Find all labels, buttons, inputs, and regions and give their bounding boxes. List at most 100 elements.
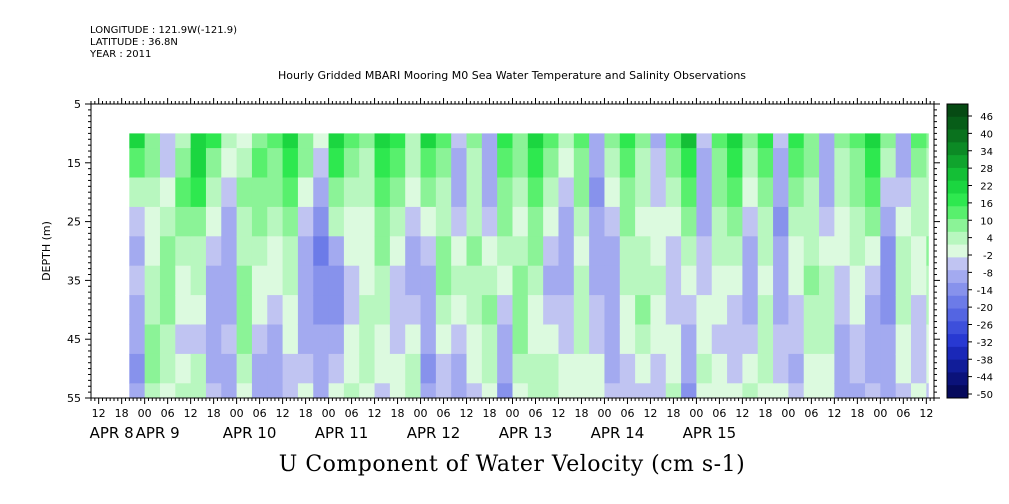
heatmap-cell: [282, 324, 299, 355]
heatmap-cell: [849, 177, 866, 208]
x-axis: 12 18 00 06 12 18 00 06 12 18 00 06 12 18 00 06 12 18 00 06…: [90, 98, 935, 442]
colorbar-swatch: [947, 372, 968, 386]
heatmap-cell: [328, 133, 345, 149]
heatmap-cell: [895, 265, 912, 296]
x-tick-label: 12: [551, 407, 565, 420]
heatmap-cell: [512, 133, 529, 149]
heatmap-cell: [374, 265, 391, 296]
heatmap-cell: [236, 148, 253, 178]
x-tick-label: 06: [528, 407, 542, 420]
heatmap-cell: [328, 324, 345, 355]
heatmap-cell: [282, 265, 299, 296]
heatmap-cell: [267, 206, 284, 237]
heatmap-cell: [834, 148, 851, 178]
heatmap-cell: [589, 324, 605, 355]
heatmap-cell: [788, 133, 805, 149]
heatmap-cell: [451, 353, 468, 384]
heatmap-cell: [757, 295, 774, 325]
y-tick-label: 55: [67, 392, 81, 405]
x-tick-label: 18: [850, 407, 864, 420]
heatmap-cell: [681, 177, 697, 208]
colorbar-label: -50: [977, 390, 993, 401]
heatmap-cell: [527, 383, 544, 399]
x-date-label: APR 12: [407, 424, 461, 442]
x-tick-label: 12: [276, 407, 290, 420]
heatmap-cell: [819, 177, 835, 208]
heatmap-cell: [359, 353, 376, 384]
heatmap-cell: [819, 236, 835, 267]
heatmap-cell: [221, 177, 238, 208]
colorbar-label: 10: [980, 216, 993, 227]
heatmap-cell: [328, 177, 345, 208]
heatmap-cell: [251, 177, 268, 208]
heatmap-cell: [175, 177, 192, 208]
heatmap-cell: [635, 148, 651, 178]
heatmap-cell: [619, 133, 636, 149]
heatmap-cell: [221, 324, 238, 355]
colorbar-swatch: [947, 257, 968, 271]
heatmap-cell: [512, 177, 529, 208]
heatmap-cell: [328, 265, 345, 296]
heatmap-cell: [175, 265, 192, 296]
heatmap-cell: [159, 295, 176, 325]
heatmap-cell: [911, 265, 927, 296]
heatmap-cell: [849, 148, 866, 178]
heatmap-cell: [665, 265, 682, 296]
heatmap-cell: [359, 265, 376, 296]
heatmap-cell: [619, 295, 636, 325]
heatmap-cell: [742, 177, 759, 208]
heatmap-cell: [343, 177, 360, 208]
heatmap-cell: [911, 177, 927, 208]
heatmap-cell: [773, 265, 789, 296]
heatmap-cell: [236, 324, 253, 355]
x-date-label: APR 13: [499, 424, 553, 442]
x-tick-label: 06: [345, 407, 359, 420]
heatmap-cell: [681, 324, 697, 355]
heatmap-cell: [328, 353, 345, 384]
heatmap-cell: [190, 324, 207, 355]
heatmap-cell: [466, 265, 483, 296]
heatmap-cell: [527, 265, 544, 296]
heatmap-cell: [297, 148, 314, 178]
heatmap-cell: [389, 236, 406, 267]
heatmap-cell: [328, 236, 345, 267]
heatmap-cell: [313, 265, 330, 296]
heatmap-cell: [589, 295, 605, 325]
heatmap-cell: [359, 148, 376, 178]
heatmap-cell: [159, 324, 176, 355]
heatmap-cell: [282, 353, 299, 384]
x-tick-label: 00: [506, 407, 520, 420]
heatmap-cell: [251, 148, 268, 178]
heatmap-cell: [328, 383, 345, 399]
heatmap-cell: [343, 236, 360, 267]
heatmap-cell: [190, 206, 207, 237]
colorbar-label: 28: [980, 164, 993, 175]
x-tick-label: 18: [207, 407, 221, 420]
heatmap-cell: [282, 383, 299, 399]
y-axis-label: DEPTH (m): [40, 221, 53, 281]
heatmap-cell: [190, 133, 207, 149]
heatmap-cell: [236, 133, 253, 149]
heatmap-cell: [466, 148, 483, 178]
heatmap-cell: [635, 265, 651, 296]
heatmap-cell: [451, 383, 468, 399]
heatmap-cell: [405, 236, 422, 267]
colorbar-label: -32: [977, 338, 993, 349]
heatmap-cell: [144, 265, 161, 296]
heatmap-cell: [512, 206, 529, 237]
heatmap-cell: [619, 206, 636, 237]
heatmap-cell: [129, 295, 146, 325]
heatmap-cell: [773, 148, 789, 178]
colorbar-swatch: [947, 104, 968, 118]
latitude-label: LATITUDE : 36.8N: [90, 37, 178, 48]
heatmap-cell: [895, 324, 912, 355]
colorbar-label: -26: [977, 321, 993, 332]
heatmap-cell: [129, 206, 146, 237]
heatmap-cell: [527, 353, 544, 384]
heatmap-cell: [865, 148, 881, 178]
heatmap-cell: [911, 236, 927, 267]
x-tick-label: 12: [643, 407, 657, 420]
x-date-label: APR 8: [90, 424, 134, 442]
heatmap-cell: [359, 177, 376, 208]
heatmap-cell: [650, 206, 667, 237]
